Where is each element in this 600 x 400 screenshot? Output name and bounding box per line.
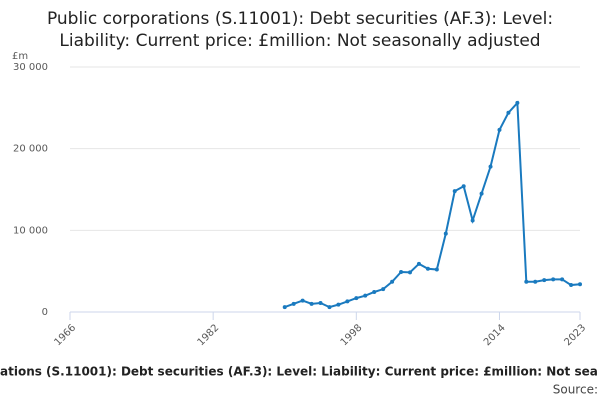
point: [372, 289, 377, 294]
point: [309, 301, 314, 306]
point: [399, 269, 404, 274]
x-tick-label: 1998: [339, 322, 365, 348]
point: [578, 282, 582, 287]
point: [470, 218, 475, 223]
y-tick-label: 20 000: [13, 144, 48, 155]
point: [461, 184, 466, 189]
point: [345, 299, 350, 304]
y-tick-label: 30 000: [13, 62, 48, 73]
point: [408, 270, 412, 275]
x-tick-label: 2023: [562, 322, 588, 348]
point: [479, 191, 484, 196]
point: [443, 231, 448, 236]
chart-title: Public corporations (S.11001): Debt secu…: [47, 9, 553, 29]
point: [524, 279, 529, 284]
point: [336, 302, 341, 307]
x-tick-label: 1982: [196, 322, 222, 348]
point: [363, 293, 368, 298]
x-tick-label: 2014: [482, 322, 508, 348]
point: [488, 164, 493, 169]
y-tick-label: 10 000: [13, 225, 48, 236]
point: [542, 278, 547, 283]
point: [452, 189, 457, 194]
point: [291, 301, 296, 306]
point: [416, 261, 421, 266]
line: [284, 100, 581, 309]
point: [560, 277, 565, 282]
y-unit: £m: [12, 51, 28, 62]
point: [354, 296, 359, 301]
source: Source:: [553, 383, 598, 397]
point: [497, 127, 502, 132]
chart-title: Liability: Current price: £million: Not …: [59, 31, 540, 51]
point: [506, 110, 511, 115]
point: [318, 301, 323, 306]
point: [569, 283, 574, 288]
point: [282, 305, 287, 310]
point: [533, 279, 538, 284]
point: [300, 298, 305, 303]
point: [434, 267, 439, 272]
point: [551, 277, 556, 282]
x-tick-label: 1966: [52, 322, 78, 348]
point: [390, 279, 395, 284]
point: [381, 287, 386, 292]
point: [327, 305, 332, 310]
footer: ations (S.11001): Debt securities (AF.3)…: [0, 365, 598, 379]
point: [515, 100, 520, 105]
point: [425, 266, 430, 271]
y-tick-label: 0: [42, 307, 48, 318]
